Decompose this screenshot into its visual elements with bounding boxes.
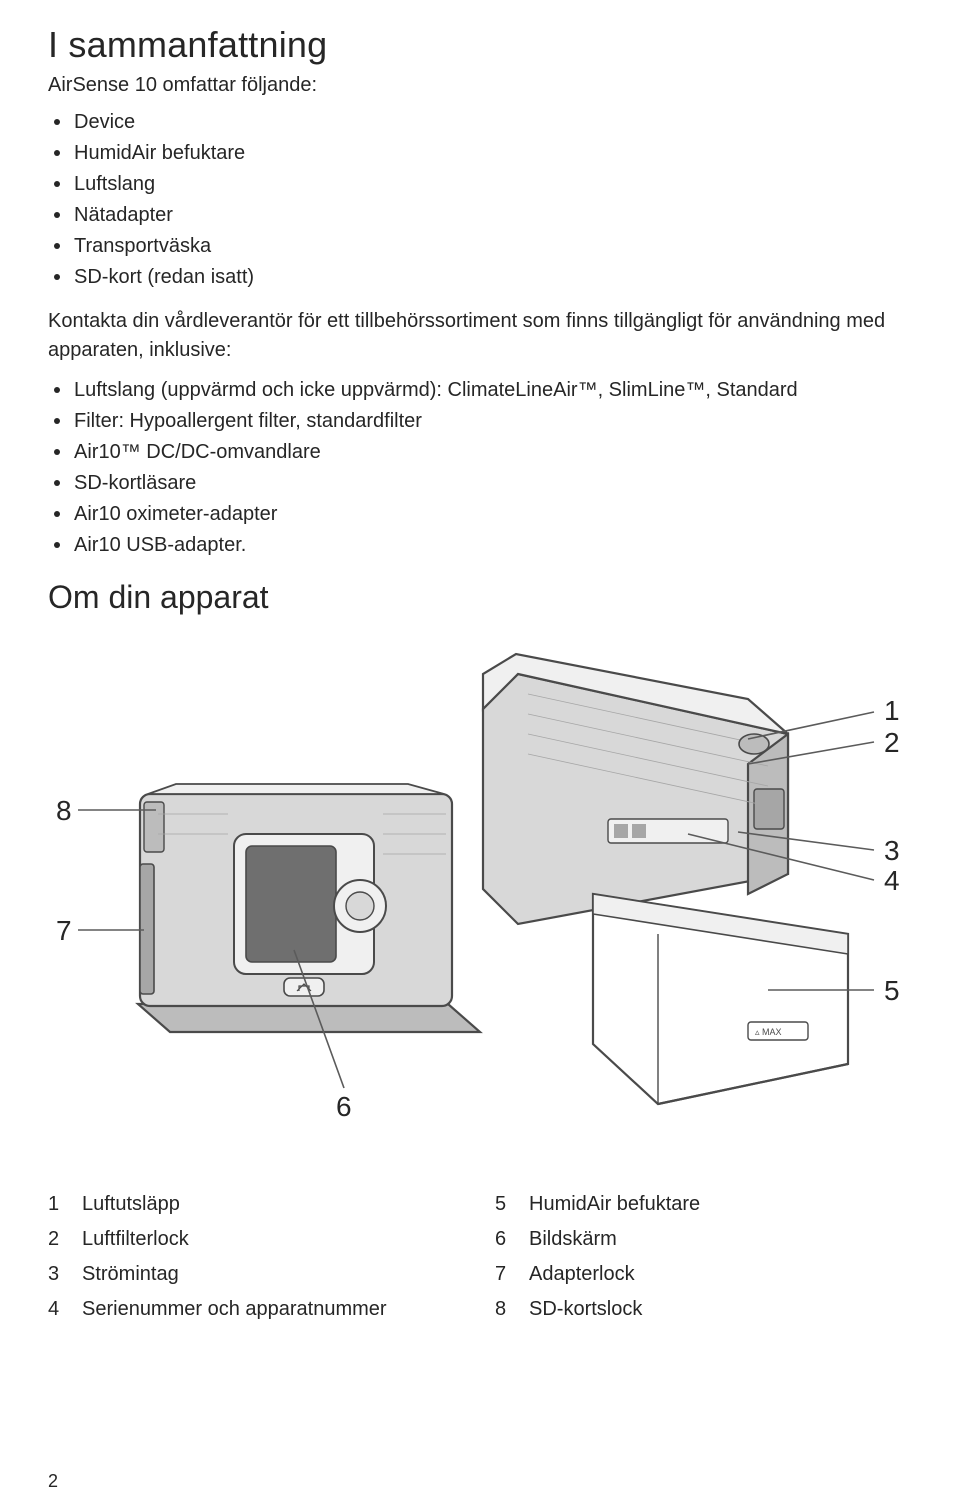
legend-row: 4 Serienummer och apparatnummer (48, 1295, 465, 1324)
legend-num: 7 (495, 1260, 529, 1289)
legend-num: 5 (495, 1190, 529, 1219)
callout-3: 3 (884, 835, 900, 866)
legend-num: 6 (495, 1225, 529, 1254)
list-item: Device (48, 107, 912, 138)
device-front (138, 784, 480, 1032)
section-heading: Om din apparat (48, 579, 912, 616)
accessories-list: Luftslang (uppvärmd och icke uppvärmd): … (48, 375, 912, 561)
list-item: HumidAir befuktare (48, 138, 912, 169)
legend-row: 6 Bildskärm (495, 1225, 912, 1254)
legend-num: 2 (48, 1225, 82, 1254)
device-diagram: ▵ MAX (48, 634, 918, 1144)
legend-text: Luftutsläpp (82, 1190, 180, 1219)
callout-7: 7 (56, 915, 72, 946)
list-item: Air10 oximeter-adapter (48, 499, 912, 530)
callout-6: 6 (336, 1091, 352, 1122)
legend-row: 5 HumidAir befuktare (495, 1190, 912, 1219)
legend-text: SD-kortslock (529, 1295, 642, 1324)
legend-num: 3 (48, 1260, 82, 1289)
legend-text: Bildskärm (529, 1225, 617, 1254)
list-item: Luftslang (48, 169, 912, 200)
callout-2: 2 (884, 727, 900, 758)
list-item: SD-kortläsare (48, 468, 912, 499)
list-item: Air10™ DC/DC-omvandlare (48, 437, 912, 468)
page-number: 2 (48, 1471, 58, 1492)
legend-num: 1 (48, 1190, 82, 1219)
legend-text: Serienummer och apparatnummer (82, 1295, 387, 1324)
legend-row: 3 Strömintag (48, 1260, 465, 1289)
list-item: Transportväska (48, 231, 912, 262)
list-item: Luftslang (uppvärmd och icke uppvärmd): … (48, 375, 912, 406)
diagram-legend: 1 Luftutsläpp 2 Luftfilterlock 3 Strömin… (48, 1190, 912, 1330)
includes-list: Device HumidAir befuktare Luftslang Näta… (48, 107, 912, 293)
legend-text: HumidAir befuktare (529, 1190, 700, 1219)
list-item: Filter: Hypoallergent filter, standardfi… (48, 406, 912, 437)
legend-row: 2 Luftfilterlock (48, 1225, 465, 1254)
callout-5: 5 (884, 975, 900, 1006)
device-rear: ▵ MAX (483, 654, 848, 1104)
list-item: Air10 USB-adapter. (48, 530, 912, 561)
intro-text: AirSense 10 omfattar följande: (48, 74, 912, 97)
callout-8: 8 (56, 795, 72, 826)
page-title: I sammanfattning (48, 24, 912, 66)
legend-row: 7 Adapterlock (495, 1260, 912, 1289)
contact-text: Kontakta din vårdleverantör för ett till… (48, 307, 912, 365)
svg-text:▵ MAX: ▵ MAX (755, 1027, 782, 1037)
legend-text: Luftfilterlock (82, 1225, 189, 1254)
legend-num: 8 (495, 1295, 529, 1324)
legend-row: 1 Luftutsläpp (48, 1190, 465, 1219)
legend-num: 4 (48, 1295, 82, 1324)
callout-1: 1 (884, 695, 900, 726)
list-item: SD-kort (redan isatt) (48, 262, 912, 293)
legend-text: Strömintag (82, 1260, 179, 1289)
legend-row: 8 SD-kortslock (495, 1295, 912, 1324)
callout-4: 4 (884, 865, 900, 896)
list-item: Nätadapter (48, 200, 912, 231)
legend-text: Adapterlock (529, 1260, 635, 1289)
